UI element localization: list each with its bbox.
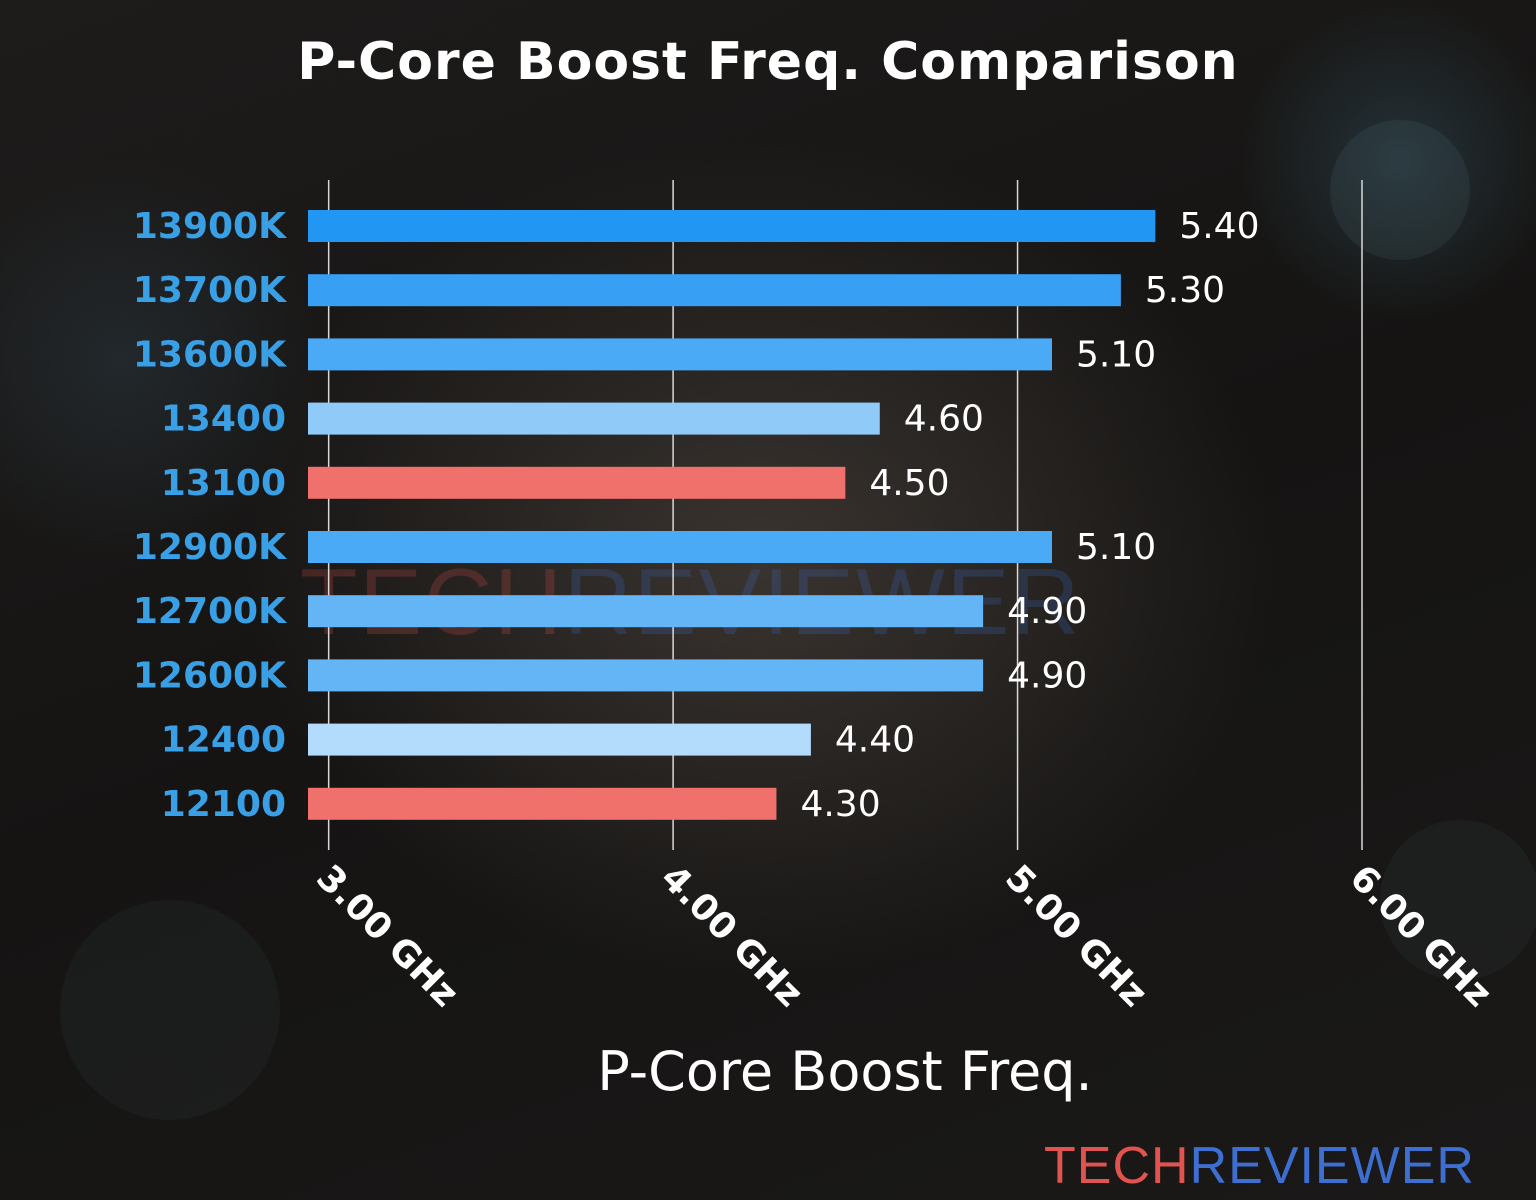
data-label: 4.90 xyxy=(1007,591,1087,632)
data-label: 4.60 xyxy=(904,399,984,440)
x-tick-label: 4.00 GHz xyxy=(653,857,811,1015)
category-label: 12600K xyxy=(133,655,287,696)
category-label: 12900K xyxy=(133,527,287,568)
bar xyxy=(308,274,1121,307)
bar xyxy=(308,466,846,499)
category-label: 13400 xyxy=(161,399,286,440)
brand-logo: TECHREVIEWER xyxy=(1044,1136,1475,1196)
category-label: 13900K xyxy=(133,206,287,247)
bar xyxy=(308,402,880,435)
category-label: 13100 xyxy=(161,463,286,504)
x-tick-label: 3.00 GHz xyxy=(308,857,466,1015)
logo-part1: TECH xyxy=(1044,1137,1190,1195)
category-label: 13700K xyxy=(133,270,287,311)
x-axis-label: P-Core Boost Freq. xyxy=(597,1040,1093,1103)
bar xyxy=(308,210,1156,242)
bar xyxy=(308,787,777,820)
x-tick-label: 6.00 GHz xyxy=(1342,857,1500,1015)
category-label: 13600K xyxy=(133,334,287,375)
data-label: 4.50 xyxy=(869,463,949,504)
data-label: 4.30 xyxy=(800,784,880,825)
x-tick-label: 5.00 GHz xyxy=(997,857,1155,1015)
bar xyxy=(308,595,984,628)
background-blur-decoration xyxy=(1380,820,1536,980)
logo-part2: REVIEWER xyxy=(1189,1137,1475,1195)
data-label: 4.90 xyxy=(1007,655,1087,696)
data-label: 5.30 xyxy=(1145,270,1225,311)
bar xyxy=(308,723,811,756)
chart-title: P-Core Boost Freq. Comparison xyxy=(297,32,1239,92)
bar xyxy=(308,659,984,692)
category-label: 12100 xyxy=(161,784,286,825)
data-label: 5.10 xyxy=(1076,527,1156,568)
data-label: 4.40 xyxy=(835,720,915,761)
bar xyxy=(308,338,1052,371)
data-label: 5.40 xyxy=(1179,206,1259,247)
bars xyxy=(308,210,1156,820)
bar xyxy=(308,531,1052,563)
background-blur-decoration xyxy=(1330,120,1470,260)
category-label: 12400 xyxy=(161,720,286,761)
data-label: 5.10 xyxy=(1076,334,1156,375)
background-blur-decoration xyxy=(60,900,280,1120)
category-label: 12700K xyxy=(133,591,287,632)
